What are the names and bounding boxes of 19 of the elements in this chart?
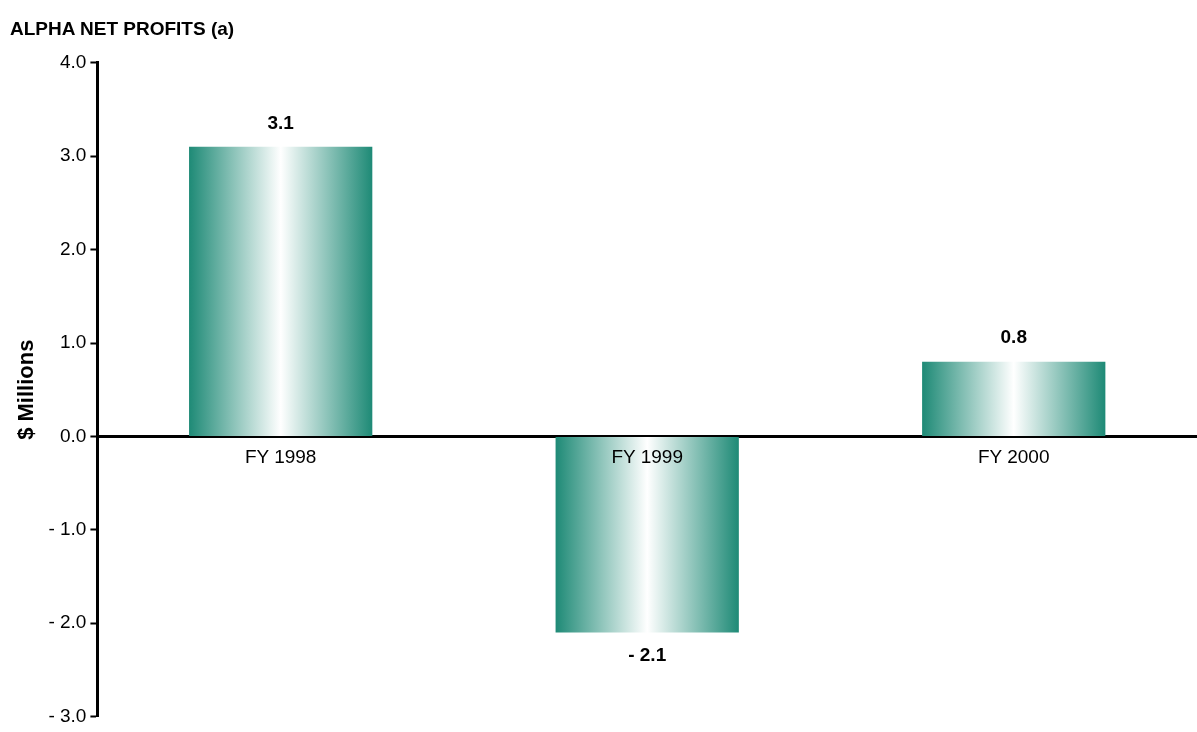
x-tick-label: FY 1998 [244, 446, 317, 468]
bar [555, 436, 739, 633]
x-tick-label: FY 1999 [611, 446, 683, 468]
y-tick-label: - 2.0 [48, 611, 87, 633]
bar [189, 146, 373, 436]
y-tick-label: - 1.0 [48, 518, 87, 540]
y-tick-label: 1.0 [60, 331, 87, 353]
bar [922, 361, 1106, 436]
y-axis-title: $ Millions [13, 339, 39, 440]
data-label: 3.1 [267, 111, 295, 133]
data-label: 0.8 [1000, 326, 1027, 348]
y-tick-label: 3.0 [60, 144, 87, 166]
y-tick-label: - 3.0 [48, 704, 87, 726]
chart-title: ALPHA NET PROFITS (a) [10, 17, 235, 39]
y-tick-label: 2.0 [60, 237, 87, 259]
data-label: - 2.1 [628, 644, 667, 666]
y-tick-label: 0.0 [60, 424, 87, 446]
y-tick-label: 4.0 [60, 51, 87, 73]
x-tick-label: FY 2000 [977, 446, 1050, 468]
